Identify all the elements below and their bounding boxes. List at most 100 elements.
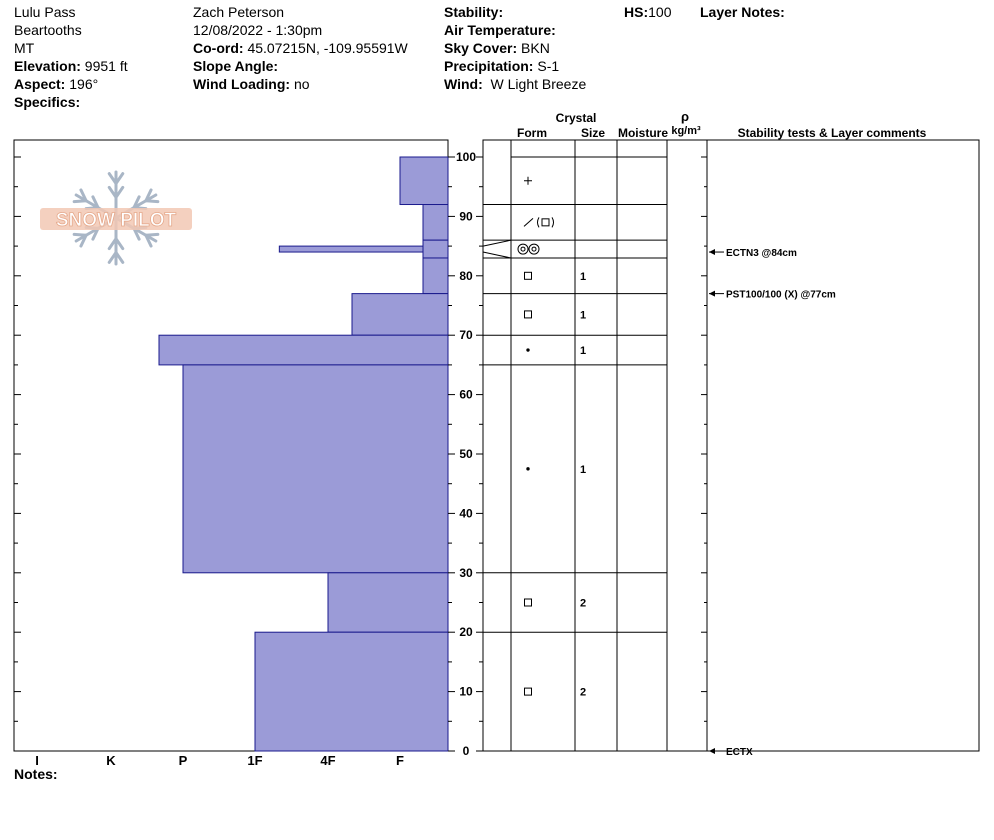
snowflake-branch xyxy=(107,237,118,251)
layer-rows: 1 1 1 1 2 2 xyxy=(482,156,667,699)
test-arrow-head xyxy=(709,748,715,754)
snowflake-branch xyxy=(107,185,118,199)
double-circle-icon xyxy=(517,243,540,255)
y-tick-label: 30 xyxy=(459,566,473,580)
x-tick-label: I xyxy=(35,753,39,768)
test-arrow-head xyxy=(709,249,715,256)
y-tick-label: 20 xyxy=(459,625,473,639)
hardness-bar xyxy=(182,364,449,574)
hardness-bar xyxy=(254,631,449,752)
hardness-bar xyxy=(422,257,449,295)
notes-label: Notes: xyxy=(14,766,58,782)
stability-test: PST100/100 (X) @77cm xyxy=(709,290,836,301)
y-tick-label: 80 xyxy=(459,269,473,283)
snowflake-branch xyxy=(107,251,118,264)
snowflake-branch xyxy=(79,233,88,248)
box-icon xyxy=(524,598,532,607)
y-tick-label: 60 xyxy=(459,388,473,402)
snowflake-branch xyxy=(144,199,160,204)
layer-notes-label: Layer Notes: xyxy=(700,4,785,20)
dot-icon xyxy=(526,348,530,352)
box-icon xyxy=(524,310,532,319)
snowflake-branch xyxy=(114,172,125,185)
observer-name: Zach Peterson xyxy=(193,4,285,20)
hardness-bar xyxy=(422,239,449,259)
stability-test: ECTX xyxy=(709,747,753,758)
wind: Wind: W Light Breeze xyxy=(444,76,587,92)
header-location-block: Lulu Pass Beartooths MT Elevation: 9951 … xyxy=(14,3,128,111)
header-observer-block: Zach Peterson 12/08/2022 - 1:30pm Co-ord… xyxy=(193,3,408,93)
snowflake-branch xyxy=(144,233,153,248)
crystal-size: 1 xyxy=(580,309,586,321)
specifics: Specifics: xyxy=(14,94,81,110)
x-tick-label: K xyxy=(106,753,116,768)
y-tick-label: 90 xyxy=(459,209,473,223)
y-tick-label: 0 xyxy=(463,744,470,758)
hardness-bar xyxy=(327,572,449,633)
col-form: Form xyxy=(517,126,547,140)
snowflake-branch xyxy=(72,199,88,204)
snowflake-branch xyxy=(144,188,153,203)
state: MT xyxy=(14,40,35,56)
stability-test-label: ECTN3 @84cm xyxy=(726,248,797,259)
col-rho: ρ xyxy=(681,109,689,124)
location-name: Lulu Pass xyxy=(14,4,76,20)
test-arrow-head xyxy=(709,290,715,297)
stability: Stability: xyxy=(444,4,504,20)
snowflake-branch xyxy=(91,195,100,210)
x-tick-label: P xyxy=(179,753,188,768)
elevation: Elevation: 9951 ft xyxy=(14,58,128,74)
col-stability-comments: Stability tests & Layer comments xyxy=(738,126,927,140)
stability-test-label: PST100/100 (X) @77cm xyxy=(726,290,836,301)
snowflake-branch xyxy=(91,226,100,241)
x-tick-label: 1F xyxy=(247,753,262,768)
precipitation: Precipitation: S-1 xyxy=(444,58,560,74)
hardness-bar xyxy=(399,156,449,206)
layer-table: Crystal Form Size Moisture ρ kg/m³ Stabi… xyxy=(482,109,980,752)
col-moisture: Moisture xyxy=(618,126,668,140)
logo-text: SNOW PILOT xyxy=(56,210,177,231)
snowflake-branch xyxy=(144,232,160,237)
y-tick-label: 40 xyxy=(459,506,473,520)
aspect: Aspect: 196° xyxy=(14,76,99,92)
snowflake-branch xyxy=(132,226,141,241)
col-density-unit: kg/m³ xyxy=(671,125,701,137)
hardness-bar xyxy=(158,334,449,366)
stability-test: ECTN3 @84cm xyxy=(709,248,797,259)
mountain-range: Beartooths xyxy=(14,22,82,38)
hardness-axis: I K P 1F 4F F xyxy=(35,753,404,768)
dot-icon xyxy=(526,467,530,471)
snowflake-branch xyxy=(107,172,118,185)
wind-loading: Wind Loading: no xyxy=(193,76,310,92)
crystal-size: 2 xyxy=(580,598,586,610)
y-tick-label: 70 xyxy=(459,328,473,342)
y-tick-label: 50 xyxy=(459,447,473,461)
box-icon xyxy=(524,271,532,280)
crystal-size: 1 xyxy=(580,345,586,357)
crystal-size: 2 xyxy=(580,687,586,699)
y-tick-label: 10 xyxy=(459,685,473,699)
air-temperature: Air Temperature: xyxy=(444,22,556,38)
snowflake-branch xyxy=(114,237,125,251)
layer-tie-lines xyxy=(482,239,512,259)
height-axis: 0 10 20 30 40 50 60 70 80 90 100 xyxy=(14,150,707,758)
crystal-size: 1 xyxy=(580,271,586,283)
hardness-bars xyxy=(158,156,449,752)
coordinates: Co-ord: 45.07215N, -109.95591W xyxy=(193,40,408,56)
col-crystal: Crystal xyxy=(556,111,597,125)
stability-tests: ECTN3 @84cm PST100/100 (X) @77cm ECTX xyxy=(709,248,836,758)
hardness-bar xyxy=(351,293,449,336)
slope-angle: Slope Angle: xyxy=(193,58,279,74)
snowflake-branch xyxy=(132,195,141,210)
observation-datetime: 12/08/2022 - 1:30pm xyxy=(193,22,323,38)
crystal-size: 1 xyxy=(580,464,586,476)
stability-test-label: ECTX xyxy=(726,747,753,758)
x-tick-label: 4F xyxy=(320,753,335,768)
sky-cover: Sky Cover: BKN xyxy=(444,40,550,56)
col-size: Size xyxy=(581,126,605,140)
plus-icon xyxy=(524,176,532,185)
slash-box-icon xyxy=(523,217,554,228)
snowflake-branch xyxy=(114,185,125,199)
x-tick-label: F xyxy=(396,753,404,768)
